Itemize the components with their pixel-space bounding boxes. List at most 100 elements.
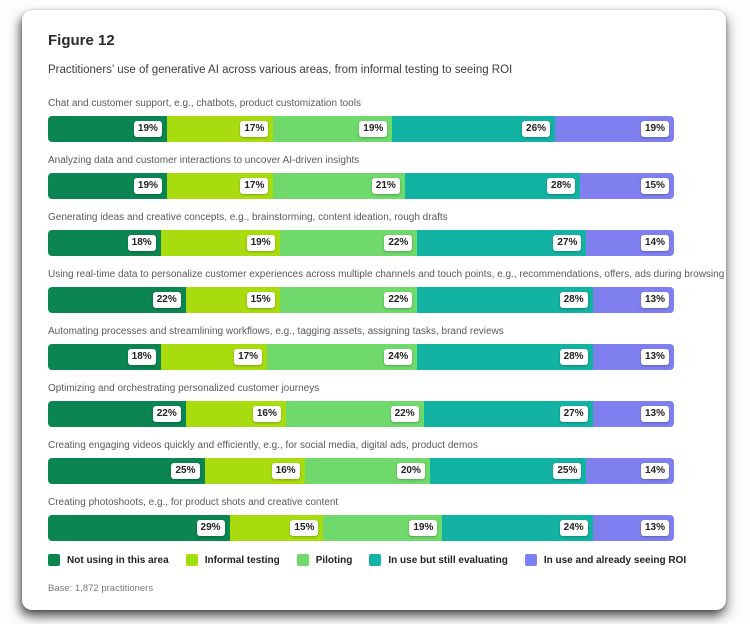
bar-segment: 14% bbox=[586, 230, 674, 256]
value-label: 22% bbox=[152, 292, 181, 308]
legend-item: Informal testing bbox=[185, 554, 280, 566]
bar-segment: 17% bbox=[166, 116, 274, 142]
bar-segment: 27% bbox=[417, 230, 587, 256]
bar-segment: 19% bbox=[323, 515, 443, 541]
value-label: 21% bbox=[371, 178, 400, 194]
bar-segment: 13% bbox=[592, 344, 674, 370]
value-label: 20% bbox=[396, 463, 425, 479]
base-note: Base: 1,872 practitioners bbox=[48, 583, 154, 594]
row-label: Optimizing and orchestrating personalize… bbox=[48, 383, 320, 394]
stacked-bar: 29% 15% 19% 24% 13% bbox=[48, 515, 674, 541]
value-label: 19% bbox=[409, 520, 438, 536]
bar-segment: 13% bbox=[592, 287, 674, 313]
row-label: Using real-time data to personalize cust… bbox=[48, 269, 725, 280]
row-label: Creating photoshoots, e.g., for product … bbox=[48, 497, 339, 508]
chart-row: Generating ideas and creative concepts, … bbox=[48, 212, 674, 256]
chart-row: Using real-time data to personalize cust… bbox=[48, 269, 725, 313]
bar-segment: 22% bbox=[285, 401, 424, 427]
row-label: Generating ideas and creative concepts, … bbox=[48, 212, 448, 223]
bar-segment: 29% bbox=[48, 515, 230, 541]
value-label: 19% bbox=[246, 235, 275, 251]
bar-segment: 21% bbox=[273, 173, 405, 199]
value-label: 24% bbox=[559, 520, 588, 536]
value-label: 27% bbox=[559, 406, 588, 422]
value-label: 18% bbox=[127, 349, 156, 365]
value-label: 18% bbox=[127, 235, 156, 251]
row-label: Automating processes and streamlining wo… bbox=[48, 326, 504, 337]
bar-segment: 27% bbox=[423, 401, 593, 427]
bar-segment: 28% bbox=[417, 287, 593, 313]
value-label: 26% bbox=[522, 121, 551, 137]
value-label: 16% bbox=[271, 463, 300, 479]
bar-segment: 19% bbox=[273, 116, 393, 142]
legend-label: In use and already seeing ROI bbox=[543, 554, 687, 566]
chart-legend: Not using in this area Informal testing … bbox=[48, 554, 686, 566]
bar-segment: 15% bbox=[580, 173, 674, 199]
bar-segment: 24% bbox=[442, 515, 593, 541]
chart-row: Analyzing data and customer interactions… bbox=[48, 155, 674, 199]
row-label: Creating engaging videos quickly and eff… bbox=[48, 440, 478, 451]
value-label: 16% bbox=[252, 406, 281, 422]
legend-item: Piloting bbox=[296, 554, 353, 566]
bar-segment: 18% bbox=[48, 230, 161, 256]
chart-row: Chat and customer support, e.g., chatbot… bbox=[48, 98, 674, 142]
bar-segment: 28% bbox=[404, 173, 581, 199]
value-label: 13% bbox=[640, 292, 669, 308]
value-label: 25% bbox=[171, 463, 200, 479]
bar-segment: 19% bbox=[555, 116, 674, 142]
bar-segment: 13% bbox=[592, 401, 674, 427]
legend-label: In use but still evaluating bbox=[388, 554, 508, 566]
value-label: 22% bbox=[384, 235, 413, 251]
legend-label: Not using in this area bbox=[67, 554, 169, 566]
value-label: 17% bbox=[234, 349, 263, 365]
bar-segment: 20% bbox=[304, 458, 430, 484]
legend-label: Piloting bbox=[315, 554, 353, 566]
legend-swatch-icon bbox=[296, 554, 309, 566]
bar-segment: 14% bbox=[586, 458, 674, 484]
figure-label: Figure 12 bbox=[48, 32, 115, 49]
value-label: 24% bbox=[384, 349, 413, 365]
value-label: 15% bbox=[290, 520, 319, 536]
bar-segment: 19% bbox=[160, 230, 280, 256]
legend-swatch-icon bbox=[185, 554, 198, 566]
bar-segment: 16% bbox=[204, 458, 305, 484]
bar-segment: 24% bbox=[267, 344, 418, 370]
bar-segment: 22% bbox=[279, 230, 418, 256]
value-label: 29% bbox=[196, 520, 225, 536]
value-label: 19% bbox=[133, 178, 162, 194]
figure-card: Figure 12 Practitioners’ use of generati… bbox=[22, 10, 726, 610]
stacked-bar: 22% 16% 22% 27% 13% bbox=[48, 401, 674, 427]
value-label: 19% bbox=[359, 121, 388, 137]
bar-segment: 25% bbox=[429, 458, 587, 484]
row-label: Analyzing data and customer interactions… bbox=[48, 155, 360, 166]
legend-item: In use but still evaluating bbox=[369, 554, 508, 566]
value-label: 17% bbox=[240, 121, 269, 137]
value-label: 14% bbox=[640, 463, 669, 479]
value-label: 28% bbox=[547, 178, 576, 194]
legend-swatch-icon bbox=[369, 554, 382, 566]
value-label: 28% bbox=[559, 349, 588, 365]
stacked-bar: 18% 17% 24% 28% 13% bbox=[48, 344, 674, 370]
stacked-bar: 19% 17% 21% 28% 15% bbox=[48, 173, 674, 199]
chart-row: Automating processes and streamlining wo… bbox=[48, 326, 674, 370]
bar-segment: 22% bbox=[48, 401, 186, 427]
stacked-bar: 22% 15% 22% 28% 13% bbox=[48, 287, 674, 313]
value-label: 13% bbox=[640, 520, 669, 536]
bar-segment: 22% bbox=[48, 287, 186, 313]
value-label: 27% bbox=[553, 235, 582, 251]
stacked-bar-chart: Chat and customer support, e.g., chatbot… bbox=[48, 98, 725, 594]
value-label: 19% bbox=[640, 121, 669, 137]
figure-subtitle: Practitioners’ use of generative AI acro… bbox=[48, 64, 513, 76]
value-label: 15% bbox=[640, 178, 669, 194]
row-label: Chat and customer support, e.g., chatbot… bbox=[48, 98, 361, 109]
stacked-bar: 19% 17% 19% 26% 19% bbox=[48, 116, 674, 142]
bar-segment: 15% bbox=[229, 515, 324, 541]
bar-segment: 18% bbox=[48, 344, 161, 370]
bar-segment: 15% bbox=[185, 287, 280, 313]
bar-rows: Chat and customer support, e.g., chatbot… bbox=[48, 98, 725, 541]
stacked-bar: 25% 16% 20% 25% 14% bbox=[48, 458, 674, 484]
bar-segment: 16% bbox=[185, 401, 286, 427]
bar-segment: 19% bbox=[48, 173, 167, 199]
chart-row: Creating engaging videos quickly and eff… bbox=[48, 440, 674, 484]
